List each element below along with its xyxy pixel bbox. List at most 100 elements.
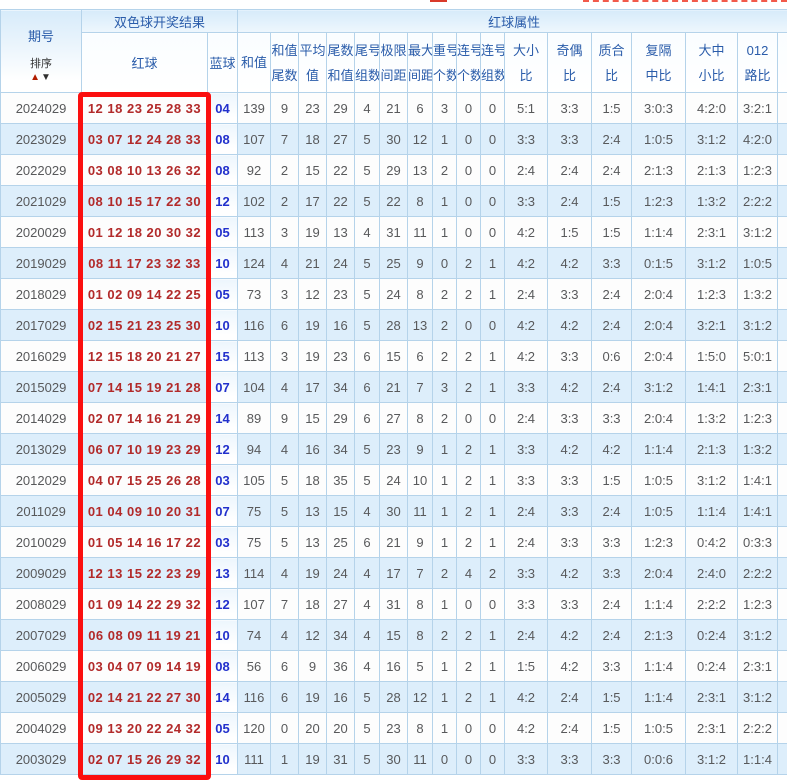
value-cell: 105 <box>237 464 272 496</box>
blue-ball-cell: 12 <box>206 588 239 620</box>
value-cell: 4:2 <box>504 309 549 341</box>
value-cell: 2:3:1 <box>685 216 739 248</box>
value-cell: 3:1:2 <box>685 743 739 775</box>
value-cell: 8 <box>407 619 434 651</box>
value-cell: 23 <box>326 340 356 372</box>
value-cell: 2:4 <box>591 371 633 403</box>
value-cell: 4 <box>270 619 300 651</box>
value-cell: 3:3 <box>591 743 633 775</box>
value-cell: 12 <box>298 619 328 651</box>
value-cell: 16 <box>379 650 409 682</box>
blue-ball-cell: 05 <box>206 712 239 744</box>
value-cell: 0 <box>480 92 506 124</box>
attribute-column-header: 大小比 <box>504 32 549 93</box>
cropped-cell <box>777 743 787 775</box>
value-cell: 1:3:2 <box>685 185 739 217</box>
value-cell: 21 <box>379 92 409 124</box>
blue-ball-cell: 10 <box>206 309 239 341</box>
value-cell: 2:4 <box>591 154 633 186</box>
value-cell: 0 <box>456 712 482 744</box>
value-cell: 4:2 <box>504 681 549 713</box>
value-cell: 2 <box>456 650 482 682</box>
table-row: 2018029 01 02 09 14 22 25 05 73 3 12 23 5 24 8 2 2 1… <box>0 278 787 310</box>
period-sort-header[interactable]: 期号 排序 ▲▼ <box>0 9 82 93</box>
value-cell: 18 <box>298 123 328 155</box>
value-cell: 4:2 <box>547 433 593 465</box>
value-cell: 4:2 <box>547 309 593 341</box>
table-row: 2016029 12 15 18 20 21 27 15 113 3 19 23 6 15 6 2 2… <box>0 340 787 372</box>
attribute-column-header: 极限 间距 <box>379 32 409 93</box>
blue-ball-cell: 07 <box>206 495 239 527</box>
red-balls-cell: 07 14 15 19 21 28 <box>81 371 208 403</box>
value-cell: 1:5 <box>591 712 633 744</box>
value-cell: 24 <box>379 278 409 310</box>
sort-arrows: ▲▼ <box>2 71 81 83</box>
value-cell: 6 <box>354 526 381 558</box>
red-balls-cell: 02 15 21 23 25 30 <box>81 309 208 341</box>
value-cell: 19 <box>298 216 328 248</box>
value-cell: 3:3 <box>504 464 549 496</box>
cropped-cell <box>777 123 787 155</box>
value-cell: 2 <box>480 557 506 589</box>
cropped-column-header <box>777 32 787 93</box>
attribute-column-header: 连号 组数 <box>480 32 506 93</box>
value-cell: 2:3:1 <box>685 681 739 713</box>
value-cell: 5 <box>354 309 381 341</box>
cropped-cell <box>777 681 787 713</box>
value-cell: 2:0:4 <box>631 340 687 372</box>
value-cell: 0 <box>456 309 482 341</box>
value-cell: 124 <box>237 247 272 279</box>
value-cell: 6 <box>407 92 434 124</box>
value-cell: 2 <box>456 340 482 372</box>
value-cell: 4 <box>270 247 300 279</box>
value-cell: 2:4 <box>547 681 593 713</box>
value-cell: 0:1:5 <box>631 247 687 279</box>
sort-descending-icon[interactable]: ▼ <box>41 71 52 83</box>
red-balls-cell: 12 15 18 20 21 27 <box>81 340 208 372</box>
period-header-label: 期号 <box>27 28 54 44</box>
value-cell: 2 <box>432 619 458 651</box>
attribute-column-header: 012 路比 <box>737 32 779 93</box>
value-cell: 114 <box>237 557 272 589</box>
table-row: 2009029 12 13 15 22 23 29 13 114 4 19 24 4 17 7 2 4… <box>0 557 787 589</box>
value-cell: 0 <box>432 743 458 775</box>
cropped-cell <box>777 495 787 527</box>
value-cell: 4:2 <box>547 371 593 403</box>
table-row: 2013029 06 07 10 19 23 29 12 94 4 16 34 5 23 9 1 2 1… <box>0 433 787 465</box>
attribute-column-header: 和值 尾数 <box>270 32 300 93</box>
value-cell: 3:1:2 <box>737 619 779 651</box>
value-cell: 3:3 <box>591 526 633 558</box>
value-cell: 3:2:1 <box>737 92 779 124</box>
value-cell: 0:2:4 <box>685 650 739 682</box>
table-row: 2014029 02 07 14 16 21 29 14 89 9 15 29 6 27 8 2 0 0… <box>0 402 787 434</box>
red-balls-cell: 04 07 15 25 26 28 <box>81 464 208 496</box>
value-cell: 2:4 <box>504 402 549 434</box>
value-cell: 15 <box>326 495 356 527</box>
value-cell: 12 <box>298 278 328 310</box>
blue-ball-cell: 03 <box>206 464 239 496</box>
value-cell: 3:1:2 <box>737 309 779 341</box>
value-cell: 2:1:3 <box>631 154 687 186</box>
value-cell: 3:3 <box>591 557 633 589</box>
value-cell: 0 <box>432 247 458 279</box>
cropped-cell <box>777 371 787 403</box>
red-balls-cell: 09 13 20 22 24 32 <box>81 712 208 744</box>
attribute-column-header: 大中 小比 <box>685 32 739 93</box>
value-cell: 2 <box>432 402 458 434</box>
table-row: 2022029 03 08 10 13 26 32 08 92 2 15 22 5 29 13 2 0… <box>0 154 787 186</box>
value-cell: 2 <box>456 371 482 403</box>
sort-ascending-icon[interactable]: ▲ <box>30 71 41 83</box>
value-cell: 17 <box>379 557 409 589</box>
period-cell: 2023029 <box>0 123 82 155</box>
value-cell: 2:0:4 <box>631 557 687 589</box>
value-cell: 89 <box>237 402 272 434</box>
value-cell: 74 <box>237 619 272 651</box>
cropped-cell <box>777 526 787 558</box>
value-cell: 113 <box>237 340 272 372</box>
value-cell: 1:5 <box>591 92 633 124</box>
sort-control[interactable]: 排序 ▲▼ <box>2 58 81 83</box>
value-cell: 3 <box>270 216 300 248</box>
value-cell: 3:2:1 <box>685 309 739 341</box>
period-cell: 2004029 <box>0 712 82 744</box>
value-cell: 1:1:4 <box>685 495 739 527</box>
